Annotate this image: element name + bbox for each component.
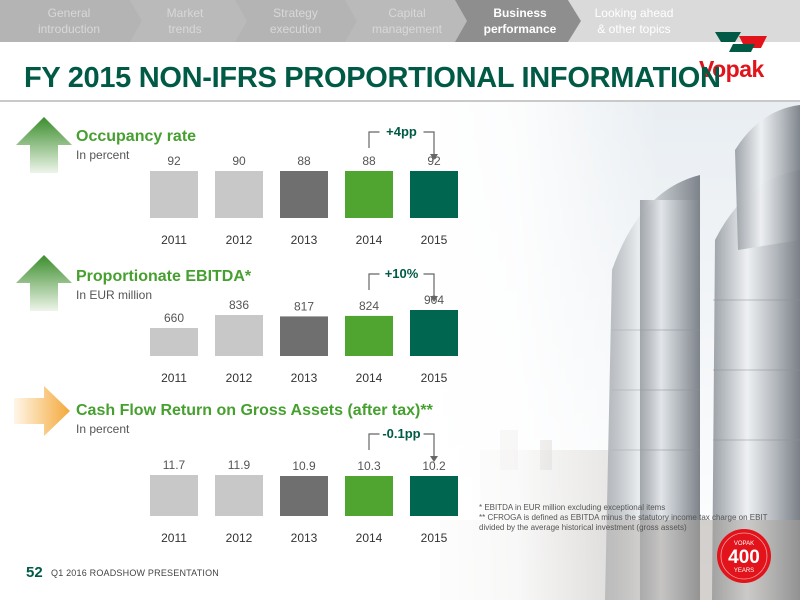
vopak-logo-mark <box>715 32 767 52</box>
year-label-2012: 2012 <box>226 531 253 545</box>
year-label-2011: 2011 <box>161 233 187 247</box>
page-title: FY 2015 NON-IFRS PROPORTIONAL INFORMATIO… <box>24 62 721 94</box>
year-label-2014: 2014 <box>356 233 383 247</box>
badge-number: 400 <box>728 547 760 568</box>
value-label-2013: 10.9 <box>292 459 316 473</box>
bar-2015 <box>410 310 458 356</box>
year-label-2015: 2015 <box>421 371 448 385</box>
delta-label: -0.1pp <box>382 426 420 441</box>
cfroga-title: Cash Flow Return on Gross Assets (after … <box>76 402 433 419</box>
bar-2013 <box>280 316 328 356</box>
bar-2014 <box>345 476 393 516</box>
occupancy-rate-unit: In percent <box>76 148 130 162</box>
value-label-2011: 660 <box>164 311 184 325</box>
bar-2015 <box>410 171 458 218</box>
footnotes: * EBITDA in EUR million excluding except… <box>479 503 779 533</box>
delta-label-bg <box>379 123 424 139</box>
vopak-400-badge: VOPAK 400 YEARS <box>717 529 771 583</box>
section-navigation: General introduction Market trends Strat… <box>0 0 800 42</box>
vopak-logo-text: Vopak <box>699 56 764 82</box>
year-label-2013: 2013 <box>291 371 318 385</box>
page-number: 52 <box>26 564 43 581</box>
year-label-2014: 2014 <box>356 371 383 385</box>
occupancy-rate-title: Occupancy rate <box>76 128 197 145</box>
nav-tab-looking-ahead[interactable]: Looking ahead & other topics <box>594 6 674 36</box>
bar-2012 <box>215 171 263 218</box>
year-label-2011: 2011 <box>161 371 187 385</box>
delta-label-bg <box>379 265 424 281</box>
delta-label: +10% <box>385 266 419 281</box>
delta-arrowhead <box>430 154 438 160</box>
year-label-2014: 2014 <box>356 531 383 545</box>
year-label-2013: 2013 <box>291 531 318 545</box>
bar-2012 <box>215 475 263 516</box>
bar-2015 <box>410 476 458 516</box>
badge-bottom-text: YEARS <box>734 568 754 574</box>
bar-2012 <box>215 315 263 356</box>
footnote-ebitda: * EBITDA in EUR million excluding except… <box>479 503 666 512</box>
bar-2013 <box>280 476 328 516</box>
title-divider <box>0 100 800 102</box>
ebitda-chart: 66020118362012817201382420149042015+10% <box>140 262 470 392</box>
vopak-logo: Vopak <box>695 28 787 82</box>
cfroga-chart: 11.7 2011 11.9 2012 10.9 2013 10.3 2014 10.2 2015… <box>140 420 470 552</box>
value-label-2015: 10.2 <box>422 459 446 473</box>
year-label-2012: 2012 <box>226 233 253 247</box>
nav-tab-capital-management[interactable]: Capital management <box>371 6 443 36</box>
value-label-2012: 90 <box>232 154 246 168</box>
year-label-2015: 2015 <box>421 233 448 247</box>
bar-2014 <box>345 171 393 218</box>
bar-2014 <box>345 315 393 356</box>
footnote-cfroga: ** CFROGA is defined as EBITDA minus the… <box>479 513 768 532</box>
bar-2011 <box>150 171 198 218</box>
ebitda-chart-svg: 66020118362012817201382420149042015+10% <box>150 265 458 385</box>
ebitda-title: Proportionate EBITDA* <box>76 268 252 285</box>
cfroga-unit: In percent <box>76 422 130 436</box>
nav-tab-market-trends[interactable]: Market trends <box>166 6 204 36</box>
arrow-right-icon <box>14 386 70 436</box>
footer-text: Q1 2016 ROADSHOW PRESENTATION <box>51 568 220 578</box>
value-label-2011: 11.7 <box>163 458 186 472</box>
year-label-2011: 2011 <box>161 531 187 545</box>
occupancy-rate-chart-svg: 92 2011 90 2012 88 2013 88 2014 92 2015 +4pp <box>150 123 458 247</box>
arrow-up-icon <box>16 255 72 311</box>
value-label-2012: 11.9 <box>228 458 251 472</box>
value-label-2013: 817 <box>294 299 314 313</box>
nav-tab-business-performance[interactable]: Business performance <box>483 6 557 36</box>
nav-tab-general-introduction[interactable]: General introduction <box>37 6 101 36</box>
value-label-2012: 836 <box>229 298 249 312</box>
nav-background <box>0 0 800 42</box>
delta-label-bg <box>379 425 424 441</box>
value-label-2014: 824 <box>359 299 379 313</box>
cfroga-chart-svg: 11.7 2011 11.9 2012 10.9 2013 10.3 2014 10.2 2015… <box>150 425 458 545</box>
value-label-2013: 88 <box>297 154 311 168</box>
value-label-2014: 88 <box>362 154 376 168</box>
occupancy-rate-chart: 92 2011 90 2012 88 2013 88 2014 92 2015 +4pp <box>140 120 470 250</box>
ebitda-unit: In EUR million <box>76 288 153 302</box>
delta-arrowhead <box>430 456 438 462</box>
value-label-2015: 92 <box>427 154 441 168</box>
nav-tab-strategy-execution[interactable]: Strategy execution <box>269 6 322 36</box>
badge-top-text: VOPAK <box>734 541 754 547</box>
year-label-2012: 2012 <box>226 371 253 385</box>
delta-arrowhead <box>430 296 438 302</box>
year-label-2015: 2015 <box>421 531 448 545</box>
bar-2013 <box>280 171 328 218</box>
bar-2011 <box>150 475 198 516</box>
bar-2011 <box>150 328 198 356</box>
year-label-2013: 2013 <box>291 233 318 247</box>
value-label-2014: 10.3 <box>357 459 381 473</box>
arrow-up-icon <box>16 117 72 173</box>
value-label-2011: 92 <box>167 154 181 168</box>
delta-label: +4pp <box>386 124 417 139</box>
